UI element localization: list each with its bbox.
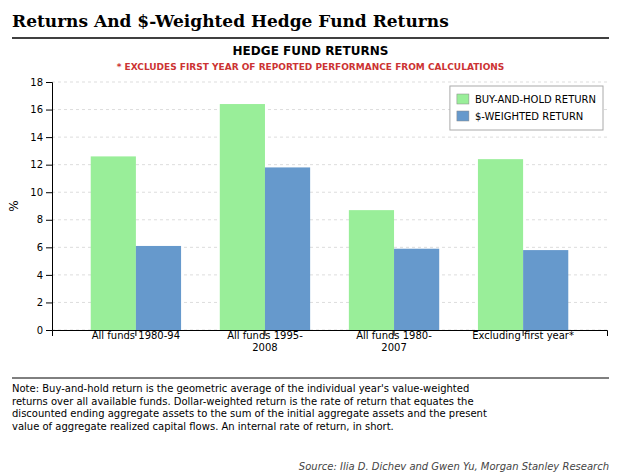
legend-label: BUY-AND-HOLD RETURN <box>475 94 596 105</box>
tick: 14 <box>30 132 52 143</box>
tick-label: 14 <box>30 132 43 143</box>
tick: 4 <box>37 270 52 281</box>
tick-label: 12 <box>30 159 43 170</box>
legend-item: BUY-AND-HOLD RETURN <box>457 94 596 105</box>
grid <box>52 82 607 330</box>
tick-label: All funds 1980-94 <box>92 330 180 341</box>
legend-swatch <box>457 94 469 104</box>
subtitle: * EXCLUDES FIRST YEAR OF REPORTED PERFOR… <box>117 62 505 72</box>
tick-line <box>46 275 52 276</box>
tick-label: 18 <box>30 77 43 88</box>
title-rule <box>12 37 609 39</box>
tick-line <box>46 302 52 303</box>
tick: 12 <box>30 159 52 170</box>
bar <box>91 156 136 330</box>
tick-label: 6 <box>37 242 43 253</box>
chart-title: HEDGE FUND RETURNS <box>233 44 389 58</box>
note: Note: Buy-and-hold return is the geometr… <box>12 383 487 432</box>
tick: All funds 1995-2008 <box>227 330 303 353</box>
tick-label: All funds 1980-2007 <box>356 330 432 353</box>
plot: 024681012141618%All funds 1980-94All fun… <box>7 77 608 353</box>
tick: 10 <box>30 187 52 198</box>
tick-line <box>46 165 52 166</box>
tick: All funds 1980-2007 <box>356 330 432 353</box>
tick: 0 <box>37 325 52 336</box>
tick: 16 <box>30 104 52 115</box>
tick-line <box>46 192 52 193</box>
legend-frame <box>450 86 603 130</box>
axis-domain <box>46 83 53 331</box>
y-axis-label: % <box>7 200 21 211</box>
grid-line <box>52 137 607 138</box>
tick: 6 <box>37 242 52 253</box>
bar <box>349 210 394 330</box>
legend: BUY-AND-HOLD RETURN $-WEIGHTED RETURN <box>450 86 603 130</box>
tick-line <box>46 330 52 331</box>
tick-line <box>46 220 52 221</box>
tick-label: 4 <box>37 270 43 281</box>
source: Source: Ilia D. Dichev and Gwen Yu, Morg… <box>299 461 609 472</box>
tick: 2 <box>37 297 52 308</box>
tick-label: 0 <box>37 325 43 336</box>
bar-series <box>136 167 568 330</box>
x-axis: All funds 1980-94 All funds 1995-2008 All … <box>53 330 608 353</box>
tick-line <box>46 110 52 111</box>
legend-swatch <box>457 111 469 121</box>
tick-label: 8 <box>37 214 43 225</box>
bar <box>136 246 181 330</box>
tick: 8 <box>37 214 52 225</box>
bar <box>478 159 523 330</box>
tick-label: All funds 1995-2008 <box>227 330 303 353</box>
bar <box>523 250 568 330</box>
bar <box>394 249 439 330</box>
bars <box>91 104 569 330</box>
note-rule <box>12 378 609 379</box>
tick-line <box>46 137 52 138</box>
bar <box>265 167 310 330</box>
y-axis: 0 2 4 6 8 10 12 14 16 18 <box>30 77 52 336</box>
legend-label: $-WEIGHTED RETURN <box>475 111 583 122</box>
tick: 18 <box>30 77 52 88</box>
tick: All funds 1980-94 <box>92 330 180 341</box>
tick-line <box>46 247 52 248</box>
chart: Returns And $-Weighted Hedge Fund Return… <box>0 0 621 476</box>
bar <box>220 104 265 330</box>
bar-series <box>91 104 523 330</box>
grid-line <box>52 82 607 83</box>
tick-label: Excluding first year* <box>472 330 574 341</box>
legend-item: $-WEIGHTED RETURN <box>457 111 583 122</box>
tick: Excluding first year* <box>472 330 574 341</box>
tick-label: 10 <box>30 187 43 198</box>
title: Returns And $-Weighted Hedge Fund Return… <box>12 11 449 31</box>
tick-line <box>46 82 52 83</box>
tick-label: 2 <box>37 297 43 308</box>
tick-label: 16 <box>30 104 43 115</box>
